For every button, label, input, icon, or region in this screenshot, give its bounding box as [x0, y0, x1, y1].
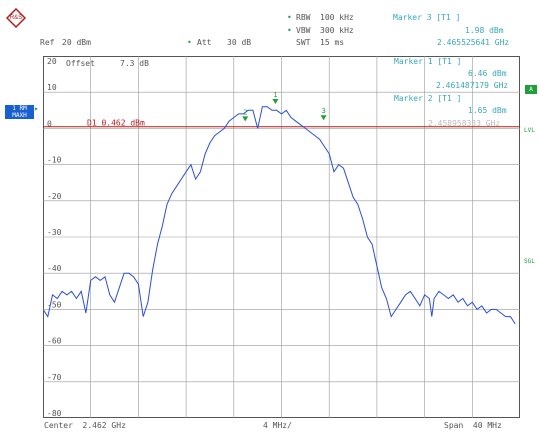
marker-1-icon[interactable]	[272, 99, 279, 105]
marker-3-label: 3	[322, 107, 326, 115]
y-tick-label: -70	[47, 373, 62, 382]
marker1-title: Marker 1 [T1 ]	[394, 57, 461, 66]
vbw-value: 300 kHz	[320, 26, 354, 35]
rbw-label: RBW	[296, 13, 311, 22]
spectrum-plot[interactable]: 20 10 0 -10 -20 -30 -40 -50 -60 -70 -80 D1 0.462 d…	[43, 56, 520, 418]
y-tick-label: -60	[47, 337, 62, 346]
offset-text: Offset	[66, 59, 95, 68]
marker-1-label: 1	[273, 91, 277, 99]
y-tick-label: -80	[47, 409, 62, 418]
marker3-freq: 2.465525641 GHz	[437, 38, 510, 47]
sgl-label: SGL	[524, 258, 535, 265]
span-per-div: 4 MHz/	[263, 421, 292, 430]
trace-mode-badge[interactable]: 1 RM MAXH	[5, 105, 34, 119]
trace-mode-rm: 1 RM	[12, 105, 27, 112]
marker-3-icon[interactable]	[320, 115, 327, 121]
y-tick-label: 0	[47, 119, 52, 128]
marker-2-label: 2	[243, 108, 247, 116]
vbw-label: VBW	[296, 26, 311, 35]
display-line-label: D1 0.462 dBm	[87, 119, 145, 128]
trace-mode-maxh: MAXH	[12, 112, 27, 119]
lvl-label: LVL	[524, 127, 535, 134]
rohde-schwarz-logo: R&S	[5, 7, 27, 29]
marker3-level: 1.98 dBm	[465, 26, 504, 35]
plot-grid	[43, 56, 520, 418]
logo-diamond-icon: R&S	[5, 7, 27, 29]
center-freq: Center 2.462 GHz	[44, 421, 126, 430]
y-tick-label: -20	[47, 192, 62, 201]
rbw-coupled-icon: •	[287, 13, 292, 22]
marker-2-icon[interactable]	[242, 116, 249, 122]
marker2-level: 1.65 dBm	[468, 106, 507, 115]
y-tick-label: 20	[47, 57, 57, 66]
y-tick-label: -40	[47, 264, 62, 273]
vbw-coupled-icon: •	[287, 26, 292, 35]
span-value: Span 40 MHz	[444, 421, 502, 430]
rbw-value: 100 kHz	[320, 13, 354, 22]
y-tick-labels: 20 10 0 -10 -20 -30 -40 -50 -60 -70 -80	[47, 57, 62, 418]
marker3-title: Marker 3 [T1 ]	[393, 13, 461, 22]
offset-value: 7.3 dB	[120, 59, 149, 68]
y-tick-label: -10	[47, 156, 62, 165]
y-tick-label: -30	[47, 228, 62, 237]
swt-value: 15 ms	[320, 38, 345, 47]
markers: 1 2 3	[242, 91, 327, 122]
trace-arrow-icon: ▸	[34, 104, 39, 113]
marker1-level: 6.46 dBm	[468, 69, 507, 78]
ref-value: 20 dBm	[62, 38, 91, 47]
att-coupled-icon: •	[187, 38, 192, 47]
svg-text:R&S: R&S	[10, 15, 22, 21]
ref-label: Ref	[40, 38, 55, 47]
marker1-freq: 2.461487179 GHz	[436, 81, 508, 90]
marker2-title: Marker 2 [T1 ]	[394, 94, 461, 103]
y-tick-label: 10	[47, 83, 57, 92]
ap-badge[interactable]: A	[525, 85, 537, 94]
spectrum-trace	[43, 106, 516, 325]
att-label: Att	[197, 38, 212, 47]
marker2-freq: 2.458958333 GHz	[428, 119, 500, 128]
swt-label: SWT	[296, 38, 311, 47]
att-value: 30 dB	[227, 38, 252, 47]
y-tick-label: -50	[47, 300, 62, 309]
